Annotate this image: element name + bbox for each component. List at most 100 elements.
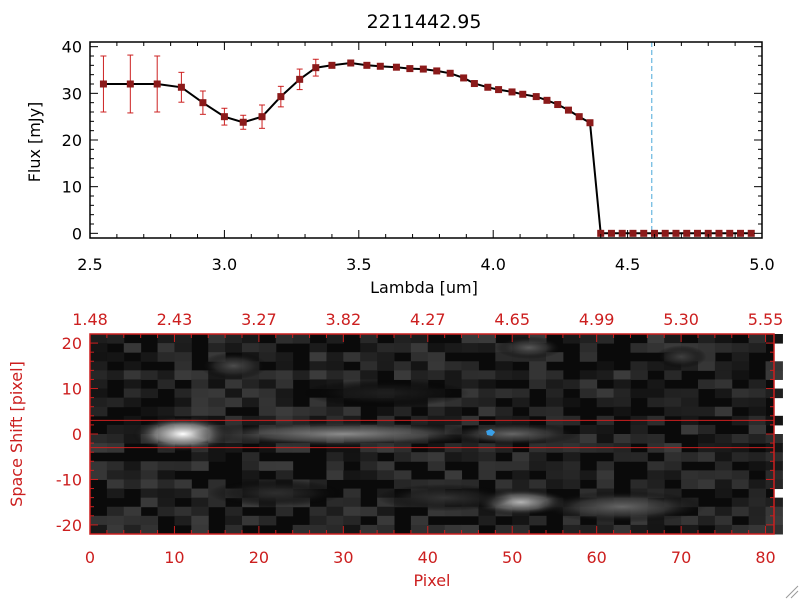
heatmap-cell [748, 479, 767, 490]
heatmap-cell [225, 506, 243, 517]
heatmap-cell [664, 470, 682, 480]
heatmap-cell [326, 461, 344, 471]
top-tick-label: 4.65 [494, 310, 530, 329]
heatmap-cell [343, 406, 361, 417]
heatmap-source [377, 484, 513, 512]
heatmap-cell [174, 397, 192, 408]
heatmap-cell [174, 461, 192, 471]
heatmap-sources [132, 336, 707, 523]
heatmap-cell [140, 370, 159, 380]
heatmap-cell [242, 397, 260, 408]
heatmap-cell [157, 406, 175, 417]
heatmap-cell [529, 406, 547, 417]
spectrum-y-tick-labels: 0 10 20 30 40 [62, 38, 82, 244]
heatmap-cell [613, 452, 631, 462]
heatmap-cell [106, 488, 125, 499]
heatmap-cell [444, 361, 463, 371]
y-tick-label: 10 [62, 178, 82, 197]
heatmap-cell [512, 524, 530, 535]
heatmap-cell [292, 524, 311, 535]
heatmap-cell [461, 361, 479, 371]
heatmap-cell [731, 434, 750, 444]
heatmap-cell [343, 470, 361, 480]
heatmap-cell [562, 461, 581, 471]
heatmap-cell [478, 452, 496, 462]
heatmap-cell [748, 524, 767, 535]
heatmap-cell [427, 370, 446, 380]
heatmap-cell [191, 524, 209, 535]
heatmap-cell [714, 370, 733, 380]
y-tick-label: 20 [62, 131, 82, 150]
heatmap-cell [748, 397, 767, 408]
heatmap-cell [562, 479, 581, 490]
heatmap-cell [579, 524, 598, 535]
data-point [220, 113, 228, 121]
heatmap-cell [106, 524, 125, 535]
heatmap-cell [478, 515, 496, 526]
data-point [564, 106, 572, 114]
heatmap-cell [123, 524, 142, 535]
heatmap-cell [731, 479, 750, 490]
heatmap-cell [664, 334, 682, 344]
heatmap-cell [208, 497, 226, 508]
heatmap-cell [410, 334, 429, 344]
heatmap-cell [444, 452, 463, 462]
data-point [597, 229, 605, 237]
heatmap-cell [343, 352, 361, 362]
heatmap-cell [647, 479, 665, 490]
heatmap-cell [174, 488, 192, 499]
heatmap-cell [123, 470, 142, 480]
heatmap-cell [630, 479, 648, 490]
heatmap-cell [225, 524, 243, 535]
heatmap-cell [174, 515, 192, 526]
top-tick-label: 5.30 [663, 310, 699, 329]
x-tick-label: 20 [249, 548, 269, 567]
heatmap-cell [360, 334, 378, 344]
heatmap-cell [275, 461, 294, 471]
data-point [683, 229, 691, 237]
heatmap-cell [343, 506, 361, 517]
heatmap-cell [123, 515, 142, 526]
data-point [519, 90, 527, 98]
heatmap-cell [208, 343, 226, 353]
heatmap-cell [495, 406, 513, 417]
y-tick-label: 10 [62, 380, 82, 399]
heatmap-cell [714, 479, 733, 490]
heatmap-cell [562, 515, 581, 526]
heatmap-cell [714, 515, 733, 526]
data-point [419, 65, 427, 73]
heatmap-cell [394, 470, 412, 480]
heatmap-cell [309, 397, 327, 408]
heatmap-cell [647, 379, 665, 390]
data-point [296, 75, 304, 83]
heatmap-cell [748, 434, 767, 444]
x-tick-label: 50 [502, 548, 522, 567]
heatmap-cell [106, 334, 125, 344]
data-point [650, 229, 658, 237]
heatmap-cell [208, 406, 226, 417]
data-point [575, 113, 583, 121]
heatmap-cell [731, 506, 750, 517]
heatmap-cell [664, 397, 682, 408]
heatmap-cell [630, 343, 648, 353]
heatmap-cell [360, 506, 378, 517]
heatmap-cell [258, 388, 277, 399]
heatmap-cell [157, 479, 175, 490]
resize-grip-icon[interactable] [785, 585, 799, 599]
heatmap-cell [427, 406, 446, 417]
x-tick-label: 4.0 [480, 255, 505, 274]
heatmap-cell [444, 397, 463, 408]
data-point [460, 74, 468, 82]
heatmap-cell [529, 452, 547, 462]
data-point [508, 88, 516, 96]
heatmap-cell [512, 461, 530, 471]
heatmap-cell [512, 452, 530, 462]
heatmap-cell [174, 506, 192, 517]
heatmap-cell [292, 406, 311, 417]
heatmap-cell [613, 388, 631, 399]
heatmap-cell [191, 497, 209, 508]
heatmap-cell [681, 452, 699, 462]
heatmap-cell [647, 524, 665, 535]
heatmap-cell [630, 370, 648, 380]
heatmap-cell [731, 343, 750, 353]
